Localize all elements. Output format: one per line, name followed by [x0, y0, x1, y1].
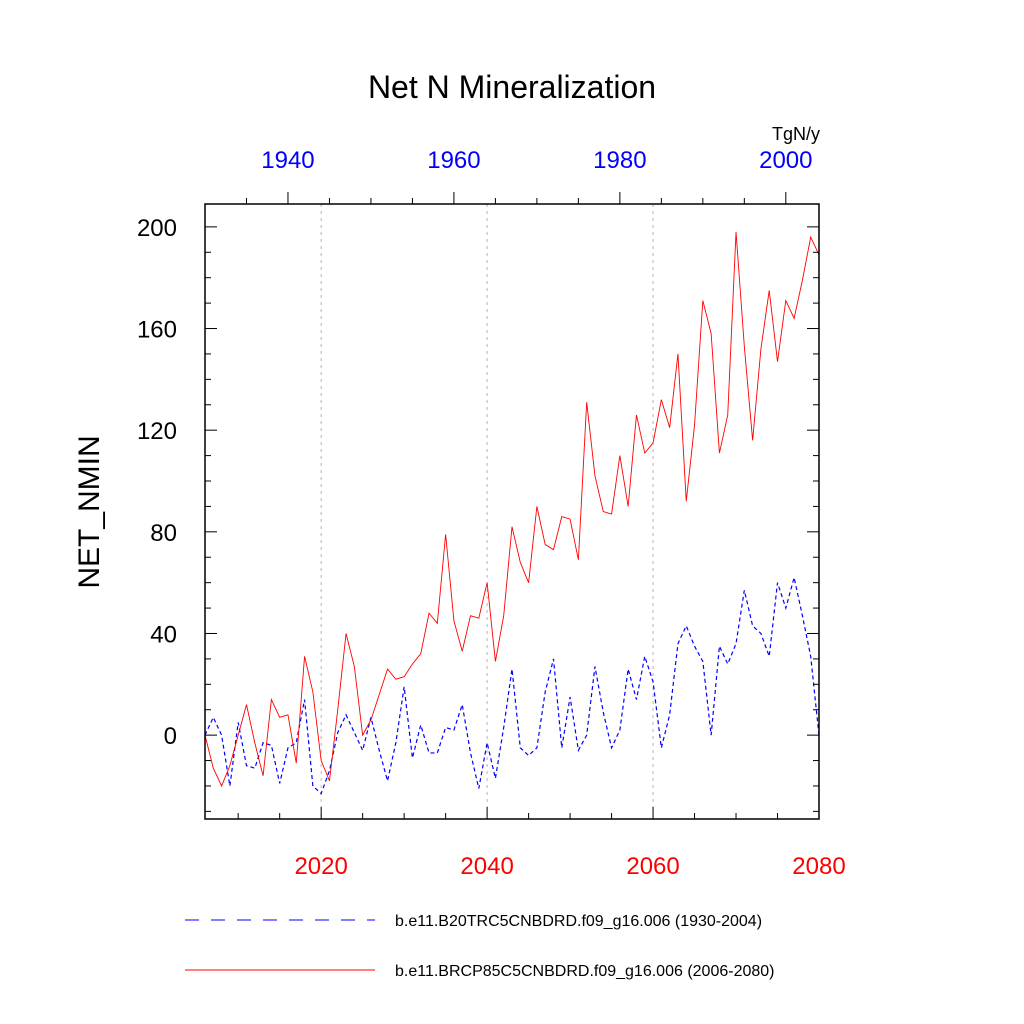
y-tick-label: 200 [137, 215, 177, 242]
x-tick-label-bottom: 2020 [294, 853, 347, 880]
series-lines [204, 231, 820, 795]
legend: b.e11.B20TRC5CNBDRD.f09_g16.006 (1930-20… [185, 913, 774, 980]
series-line-1 [204, 231, 820, 788]
grid-lines [320, 204, 654, 819]
chart-title: Net N Mineralization [368, 69, 656, 105]
series-line-0 [204, 577, 820, 795]
units-label: TgN/y [772, 124, 820, 144]
x-tick-label-bottom: 2080 [792, 853, 845, 880]
x-tick-label-top: 1980 [593, 147, 646, 174]
x-tick-label-top: 1940 [261, 147, 314, 174]
axes: 0 40 80 120 160 200 2020 2040 2060 2080 1940 1960 19… [137, 147, 846, 880]
legend-label-rcp85: b.e11.BRCP85C5CNBDRD.f09_g16.006 (2006-2… [395, 963, 774, 980]
y-tick-label: 80 [150, 520, 177, 547]
x-tick-label-top: 2000 [759, 147, 812, 174]
y-tick-label: 160 [137, 317, 177, 344]
x-tick-label-top: 1960 [427, 147, 480, 174]
y-tick-label: 0 [164, 723, 177, 750]
x-tick-label-bottom: 2060 [626, 853, 679, 880]
y-tick-label: 40 [150, 621, 177, 648]
x-tick-label-bottom: 2040 [460, 853, 513, 880]
y-axis-label: NET_NMIN [73, 435, 106, 588]
plot-frame [204, 203, 820, 820]
y-tick-label: 120 [137, 418, 177, 445]
legend-label-historical: b.e11.B20TRC5CNBDRD.f09_g16.006 (1930-20… [395, 913, 762, 930]
